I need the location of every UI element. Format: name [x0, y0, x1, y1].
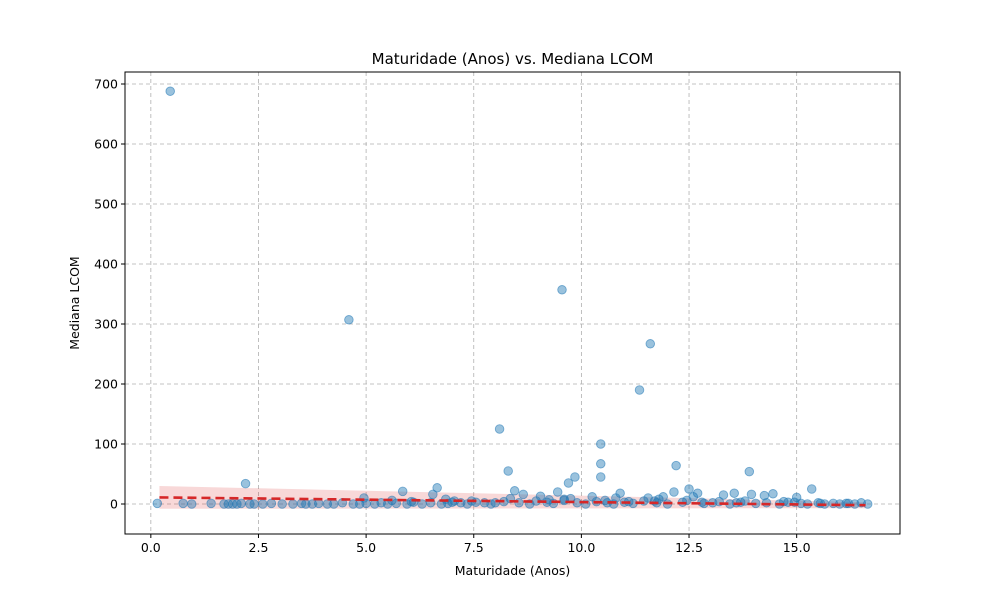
data-point — [645, 339, 656, 349]
y-ticks-layer: 0 100 200 300 400 500 600 700 — [94, 77, 125, 512]
chart-title: Maturidade (Anos) vs. Mediana LCOM — [372, 50, 654, 68]
x-tick-label: 15.0 — [783, 540, 811, 555]
data-point — [206, 498, 216, 509]
data-point — [570, 472, 580, 482]
data-point — [249, 499, 259, 509]
x-tick-label: 0.0 — [141, 540, 161, 555]
data-point — [186, 499, 197, 509]
data-point — [611, 493, 621, 503]
data-point — [428, 489, 438, 500]
data-point — [152, 498, 163, 509]
y-tick-label: 300 — [94, 317, 118, 332]
data-point — [359, 493, 369, 503]
data-point — [759, 490, 770, 501]
x-axis-label: Maturidade (Anos) — [455, 563, 570, 578]
data-point — [563, 478, 574, 488]
data-point — [544, 495, 554, 505]
data-point — [744, 466, 755, 477]
confidence-band-layer — [159, 486, 866, 509]
data-point — [671, 460, 681, 471]
data-point — [397, 486, 408, 497]
data-point — [509, 486, 520, 496]
y-tick-label: 0 — [110, 497, 118, 512]
y-axis-label: Mediana LCOM — [67, 256, 82, 349]
data-point — [494, 424, 505, 434]
data-point — [746, 489, 757, 500]
plot-frame — [124, 71, 901, 535]
data-point — [600, 495, 610, 506]
data-point — [240, 478, 251, 489]
x-tick-label: 5.0 — [356, 540, 376, 555]
data-point — [557, 285, 567, 295]
grid-layer — [125, 72, 900, 534]
data-point — [841, 498, 851, 509]
data-point — [178, 498, 188, 509]
data-point — [514, 498, 524, 508]
data-point — [718, 490, 729, 500]
data-point — [490, 498, 501, 508]
x-tick-label: 2.5 — [249, 540, 269, 555]
data-point — [596, 439, 606, 449]
data-point — [806, 484, 817, 494]
data-point — [165, 86, 175, 96]
data-point — [344, 315, 354, 325]
x-tick-label: 7.5 — [464, 540, 484, 555]
y-tick-label: 600 — [94, 137, 118, 152]
y-tick-label: 500 — [94, 197, 118, 212]
data-point — [329, 499, 339, 509]
data-point — [634, 385, 645, 395]
data-point — [596, 459, 606, 469]
confidence-band — [159, 486, 866, 509]
data-point — [559, 495, 569, 506]
data-point — [236, 498, 246, 509]
data-point — [740, 496, 750, 506]
data-point — [669, 487, 679, 497]
data-point — [441, 494, 451, 504]
data-point — [432, 483, 442, 493]
data-point — [684, 484, 694, 494]
data-point — [266, 498, 277, 509]
y-tick-label: 700 — [94, 77, 118, 92]
x-ticks-layer: 0.0 2.5 5.0 7.5 10.0 12.5 15.0 — [141, 534, 811, 555]
regression-line — [159, 496, 866, 507]
data-point — [288, 499, 298, 509]
data-point — [596, 472, 606, 482]
data-point — [348, 499, 358, 509]
data-point — [729, 488, 739, 498]
data-point — [277, 499, 287, 509]
data-point — [518, 489, 529, 500]
data-point — [654, 494, 664, 504]
data-point — [552, 487, 563, 497]
regression-layer — [159, 496, 866, 507]
x-tick-label: 12.5 — [675, 540, 703, 555]
y-tick-label: 400 — [94, 257, 118, 272]
data-point — [815, 498, 826, 509]
data-point — [322, 499, 333, 509]
data-point — [258, 499, 268, 509]
x-tick-label: 10.0 — [567, 540, 595, 555]
y-tick-label: 200 — [94, 377, 118, 392]
data-point — [503, 466, 513, 476]
data-point — [406, 496, 417, 507]
data-point — [768, 489, 778, 499]
y-tick-label: 100 — [94, 437, 118, 452]
